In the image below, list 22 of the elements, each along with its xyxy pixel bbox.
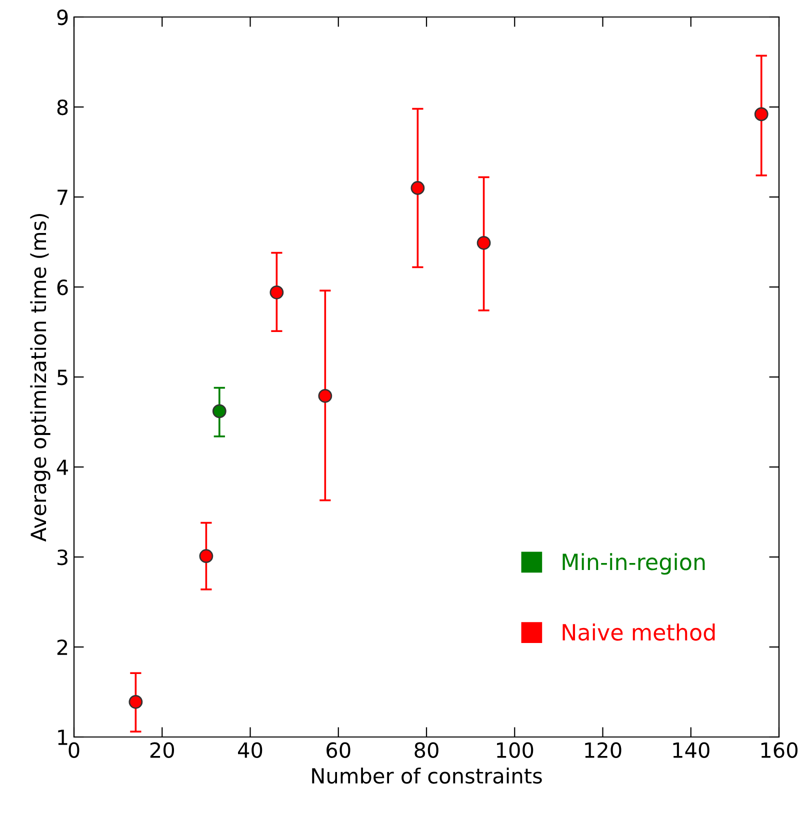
x-tick-label: 100: [497, 742, 534, 758]
x-tick-label: 160: [761, 742, 798, 758]
y-tick-label: 8: [57, 99, 68, 116]
legend-label: Naive method: [562, 623, 715, 641]
x-tick-label: 0: [68, 742, 80, 758]
x-tick-label: 140: [673, 742, 710, 758]
y-tick-label: 2: [57, 639, 68, 655]
y-tick-label: 7: [58, 190, 68, 205]
y-tick-label: 5: [57, 370, 68, 386]
legend-label: Min-in-region: [562, 553, 705, 575]
x-tick-label: 60: [326, 742, 350, 758]
y-tick-label: 1: [58, 730, 68, 745]
x-tick-label: 40: [238, 742, 262, 758]
x-axis-title: Number of constraints: [312, 768, 542, 784]
x-tick-label: 80: [414, 742, 438, 758]
y-tick-label: 6: [57, 279, 68, 296]
y-tick-label: 4: [56, 460, 68, 475]
y-tick-label: 3: [57, 549, 68, 566]
x-tick-label: 20: [150, 742, 174, 758]
y-axis-title: Average optimization time (ms): [30, 214, 50, 542]
x-tick-label: 120: [585, 742, 622, 758]
y-tick-label: 9: [57, 9, 68, 26]
